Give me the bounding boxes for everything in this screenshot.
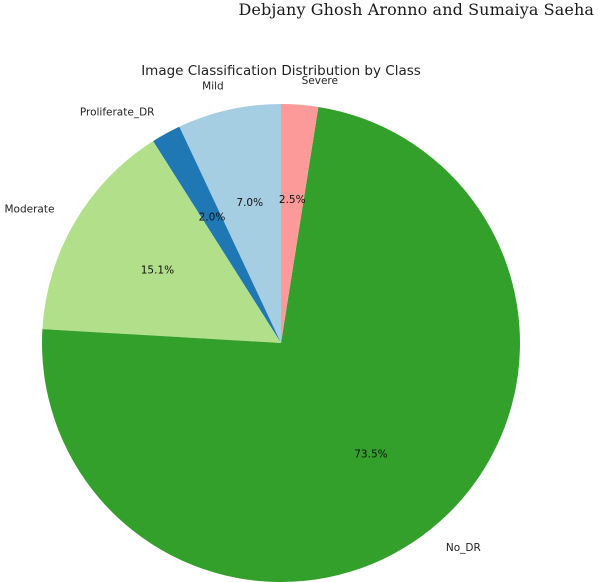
pie-slice-mild	[179, 104, 281, 343]
chart-title: Image Classification Distribution by Cla…	[141, 63, 421, 79]
pct-label-proliferate-dr: 2.0%	[199, 211, 226, 223]
running-head: Debjany Ghosh Aronno and Sumaiya Saeha	[238, 0, 594, 19]
pie-slice-moderate	[42, 141, 282, 343]
pie-slice-no-dr	[41, 106, 520, 582]
pct-label-mild: 7.0%	[236, 197, 263, 209]
slice-label-mild: Mild	[202, 80, 224, 92]
slice-label-no-dr: No_DR	[446, 542, 481, 554]
slice-label-proliferate-dr: Proliferate_DR	[80, 107, 155, 119]
pie-slices	[41, 104, 520, 582]
pct-label-no-dr: 73.5%	[354, 449, 387, 461]
pie-slice-severe	[281, 104, 319, 343]
pct-label-severe: 2.5%	[279, 194, 306, 206]
pie-labels: Mild 7.0% Proliferate_DR 2.0% Moderate 15.1% N…	[4, 75, 480, 554]
pie-slice-proliferate-dr	[153, 126, 281, 343]
slice-label-severe: Severe	[302, 75, 338, 87]
pct-label-moderate: 15.1%	[141, 264, 174, 276]
slice-label-moderate: Moderate	[4, 204, 54, 216]
